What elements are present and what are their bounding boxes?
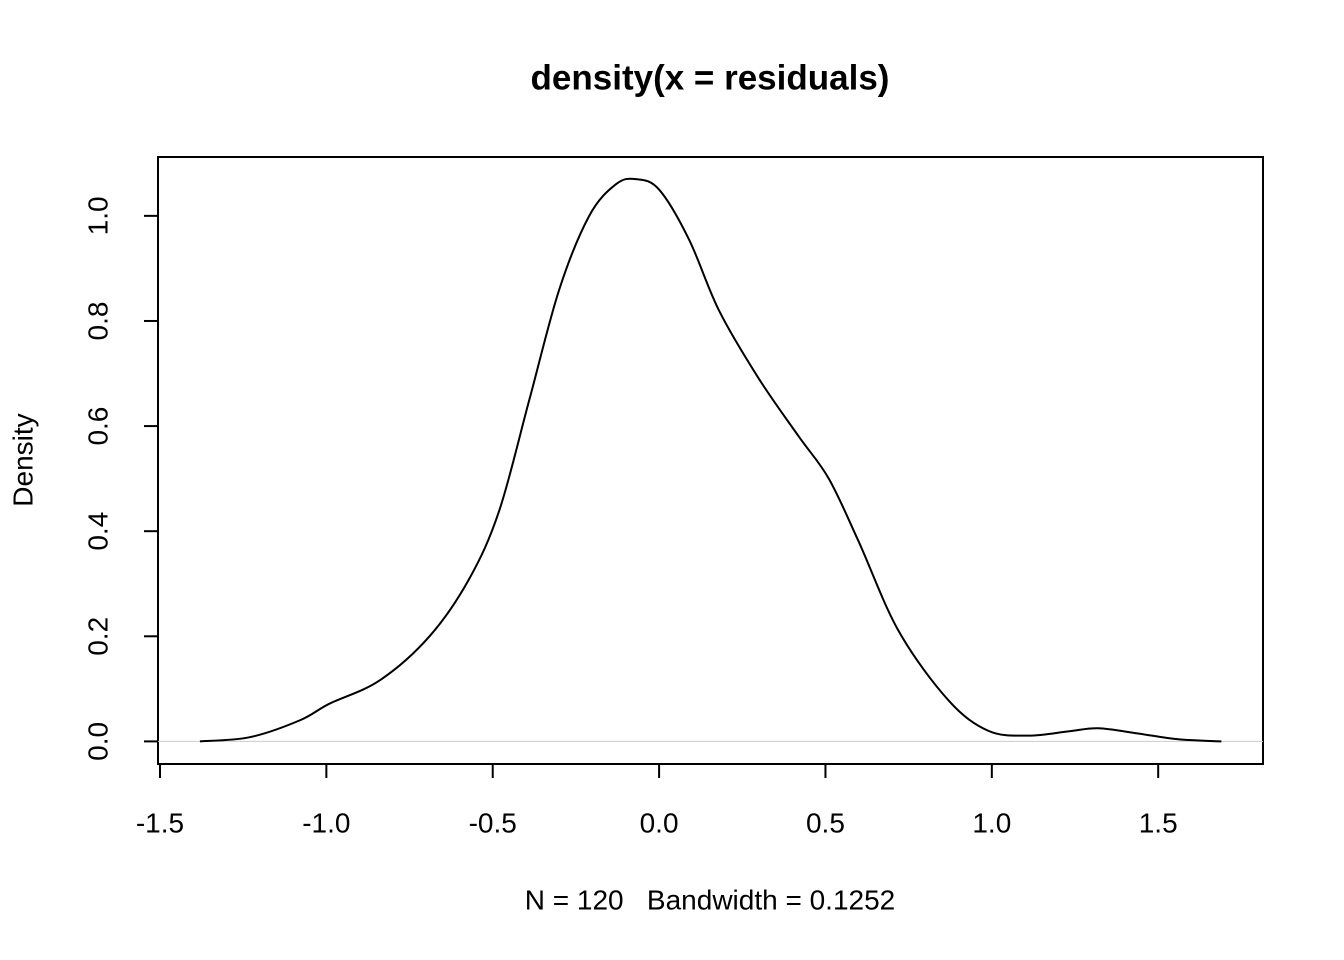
- y-tick-label: 0.8: [82, 302, 113, 341]
- y-tick-label: 0.2: [82, 617, 113, 656]
- x-tick-label: -0.5: [469, 807, 517, 838]
- y-tick-label: 1.0: [82, 196, 113, 235]
- x-tick-label: 0.0: [640, 807, 679, 838]
- chart-title: density(x = residuals): [531, 58, 890, 97]
- x-tick-label: -1.5: [136, 807, 184, 838]
- y-axis-label: Density: [7, 413, 38, 506]
- density-line: [199, 177, 1222, 743]
- x-tick-label: -1.0: [302, 807, 350, 838]
- y-tick-label: 0.6: [82, 407, 113, 446]
- x-tick-label: 1.5: [1139, 807, 1178, 838]
- x-tick-label: 0.5: [806, 807, 845, 838]
- y-tick-label: 0.4: [82, 512, 113, 551]
- x-tick-label: 1.0: [972, 807, 1011, 838]
- x-axis-label: N = 120 Bandwidth = 0.1252: [525, 884, 896, 915]
- y-tick-label: 0.0: [82, 722, 113, 761]
